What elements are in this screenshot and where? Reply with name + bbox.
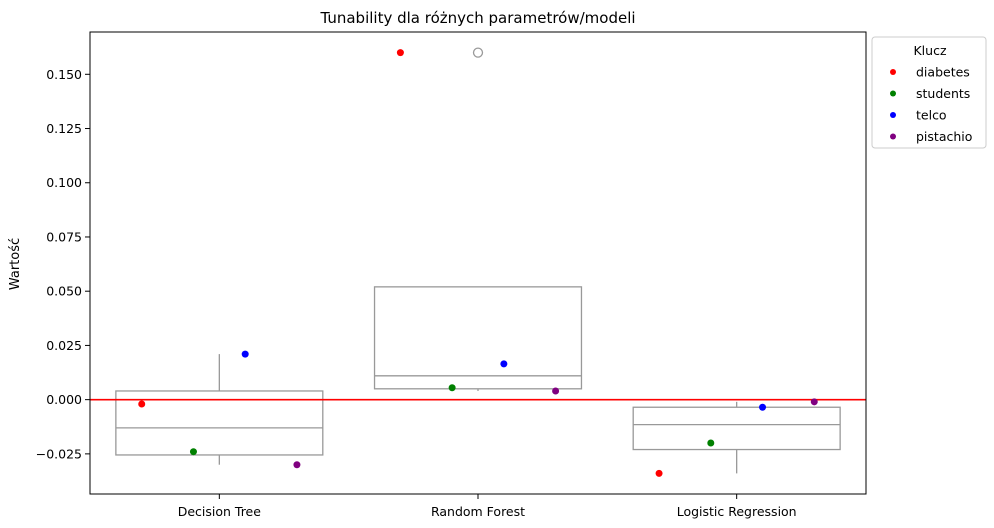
outlier-random-forest <box>472 47 484 58</box>
legend: Klucz diabetes students telco pistachio <box>871 36 987 149</box>
point-pistachio <box>293 461 301 469</box>
y-tick-label: 0.100 <box>46 175 82 190</box>
legend-marker-telco <box>890 112 896 118</box>
y-tick-label: 0.150 <box>46 67 82 82</box>
y-tick-label: 0.025 <box>46 338 82 353</box>
point-diabetes <box>138 400 146 408</box>
legend-marker-pistachio <box>890 133 896 140</box>
point-pistachio <box>552 387 560 395</box>
point-students <box>189 448 197 456</box>
point-telco <box>241 350 249 358</box>
legend-marker-students <box>890 90 896 97</box>
box-random-forest <box>373 286 583 390</box>
point-telco <box>500 360 508 368</box>
y-tick-label: 0.075 <box>46 229 82 244</box>
chart-title: Tunability dla różnych parametrów/modeli <box>319 9 635 27</box>
legend-label-students: students <box>916 86 970 101</box>
legend-label-pistachio: pistachio <box>916 129 972 144</box>
point-diabetes <box>396 49 404 57</box>
point-students <box>707 439 715 447</box>
box-decision-tree <box>115 390 324 456</box>
point-pistachio <box>810 398 818 406</box>
point-diabetes <box>655 469 663 477</box>
y-tick-label: 0.125 <box>46 121 82 136</box>
box-logistic-regression <box>632 406 841 451</box>
y-axis-label: Wartość <box>8 238 23 290</box>
x-tick-label: Logistic Regression <box>677 504 797 519</box>
legend-title: Klucz <box>913 43 946 58</box>
point-telco <box>759 403 767 411</box>
y-tick-label: 0.000 <box>46 392 82 407</box>
legend-box <box>871 36 987 149</box>
x-tick-label: Decision Tree <box>178 504 262 519</box>
legend-marker-diabetes <box>890 69 896 75</box>
y-tick-label: −0.025 <box>36 446 82 461</box>
legend-label-diabetes: diabetes <box>916 65 970 80</box>
y-tick-label: 0.050 <box>46 284 82 299</box>
plot-area: −0.025 0.000 0.025 0.050 0.075 0.100 0.125 0.15… <box>36 31 867 519</box>
legend-label-telco: telco <box>916 108 947 123</box>
point-students <box>448 384 456 392</box>
x-tick-label: Random Forest <box>431 504 525 519</box>
